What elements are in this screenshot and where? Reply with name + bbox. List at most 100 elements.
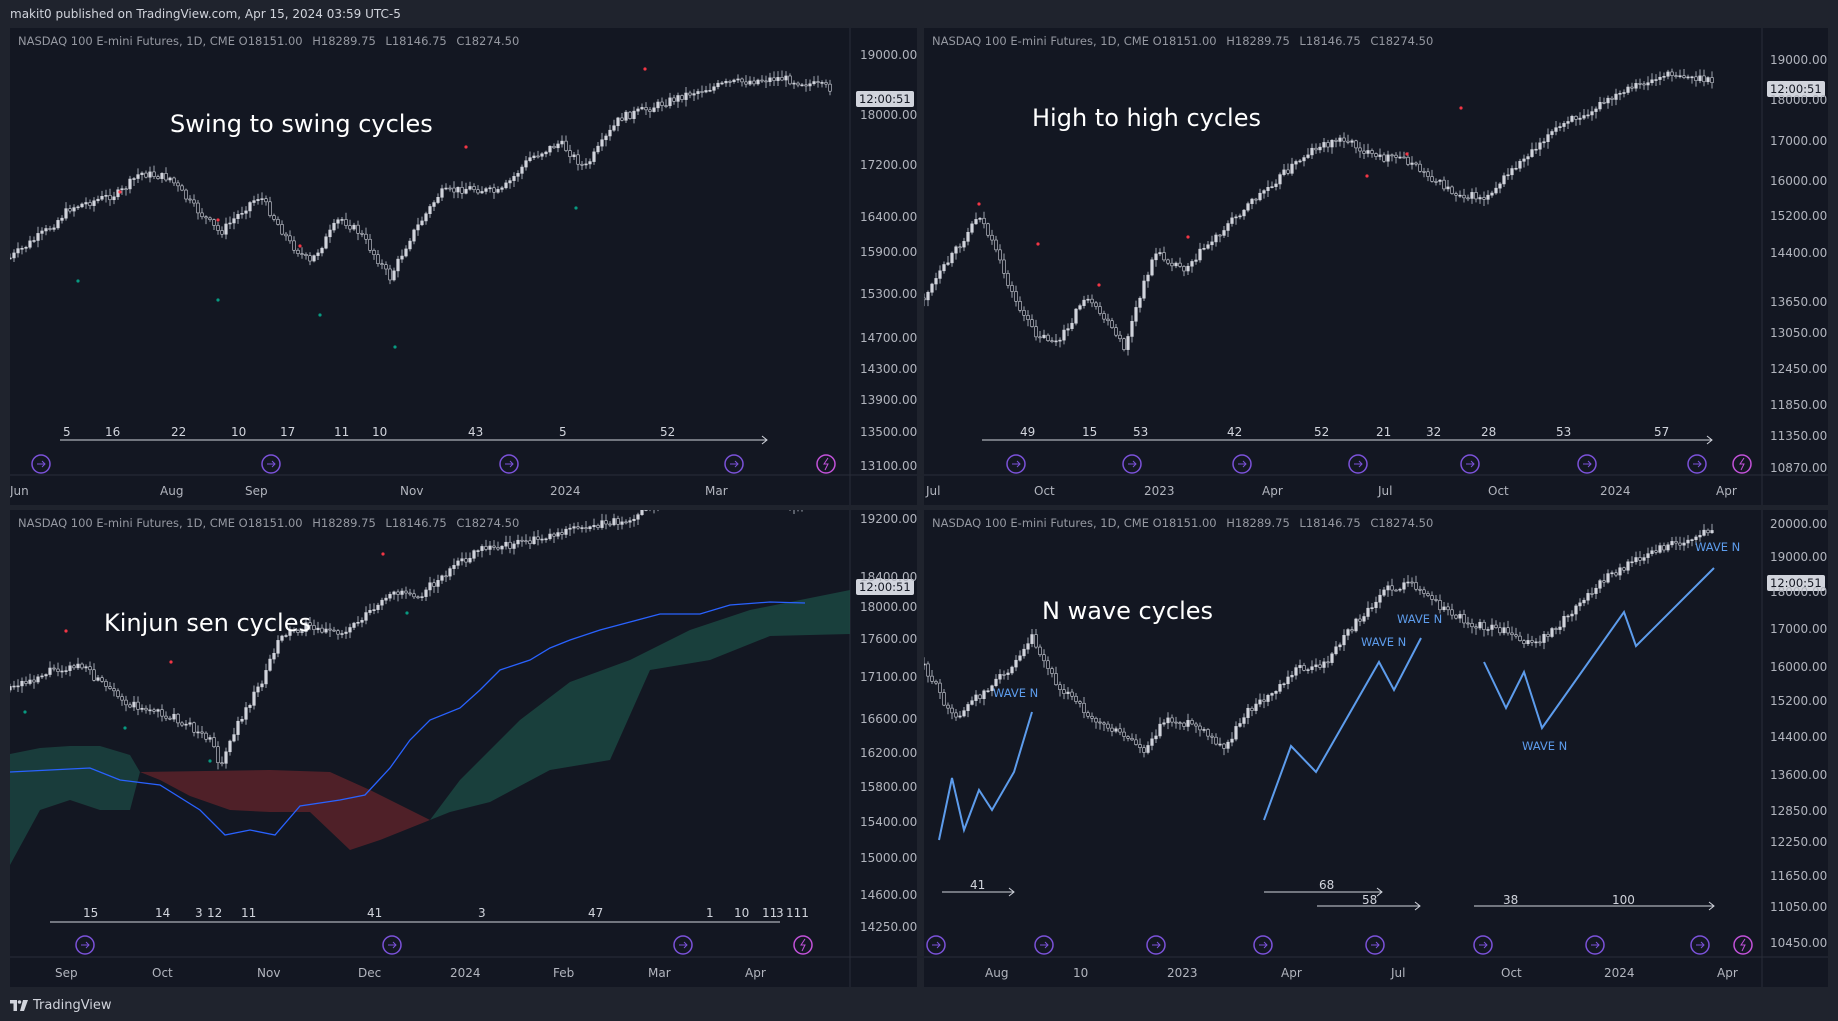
candle-body [308, 622, 312, 626]
candle-body [232, 218, 236, 224]
candle-body [1706, 529, 1710, 534]
candle-body [572, 154, 576, 158]
candle-body [1378, 154, 1382, 157]
candle-body [380, 263, 384, 265]
candle-body [1338, 644, 1342, 648]
chart-panel-swing[interactable]: NASDAQ 100 E-mini Futures, 1D, CME O1815… [10, 28, 917, 505]
candle-body [1646, 553, 1650, 558]
candle-body [1066, 328, 1070, 331]
candle-body [504, 541, 508, 547]
candle-body [1578, 117, 1582, 120]
cycle-count: 10 [231, 425, 247, 439]
candle-body [1398, 588, 1402, 591]
candle-body [1378, 594, 1382, 603]
candle-body [1482, 621, 1486, 630]
candle-body [1518, 635, 1522, 641]
x-tick-label: Nov [400, 484, 424, 498]
candle-body [596, 145, 600, 153]
candle-body [1466, 197, 1470, 200]
y-tick-label: 13050.00 [1770, 326, 1828, 340]
candle-body [472, 550, 476, 559]
candle-body [1122, 338, 1126, 350]
candle-body [1482, 197, 1486, 200]
candle-body [1262, 190, 1266, 194]
chart-panel-n-wave[interactable]: NASDAQ 100 E-mini Futures, 1D, CME O1815… [924, 510, 1828, 987]
close-label: C [456, 516, 465, 530]
x-tick-label: Aug [160, 484, 184, 498]
n-wave-line [1483, 567, 1715, 731]
candle-body [1530, 149, 1534, 157]
candle-body [1430, 595, 1434, 600]
candle-body [256, 686, 260, 693]
x-tick-label: Dec [358, 966, 382, 980]
candle-body [488, 187, 492, 190]
x-tick-label: 2024 [1600, 484, 1631, 498]
cycle-count: 15 [83, 906, 99, 920]
candle-body [1586, 593, 1590, 601]
candle-body [1622, 92, 1626, 94]
candle-body [88, 666, 92, 671]
candle-body [36, 676, 40, 683]
candle-body [252, 691, 256, 706]
y-tick-label: 17000.00 [1770, 134, 1828, 148]
candle-body [1666, 71, 1670, 77]
candle-body [1490, 624, 1494, 630]
candle-body [1654, 550, 1658, 553]
high-high-chart-canvas [924, 28, 1828, 505]
y-tick-label: 15000.00 [860, 851, 917, 865]
candle-body [1246, 707, 1250, 718]
candle-body [512, 176, 516, 181]
candle-body [1382, 154, 1386, 162]
candle-body [704, 90, 708, 93]
cycle-count: 3 [195, 906, 203, 920]
chart-panel-kijun[interactable]: NASDAQ 100 E-mini Futures, 1D, CME O1815… [10, 510, 917, 987]
candle-body [1138, 297, 1142, 308]
candle-body [456, 560, 460, 566]
candle-body [1154, 253, 1158, 261]
n-wave-chart-canvas [924, 510, 1828, 987]
cycle-count: 14 [155, 906, 171, 920]
swing-marker [1036, 242, 1040, 246]
candle-body [364, 612, 368, 621]
candle-body [1570, 613, 1574, 617]
candle-body [1542, 141, 1546, 144]
y-tick-label: 11650.00 [1770, 869, 1828, 883]
candle-body [1082, 702, 1086, 714]
candle-body [532, 155, 536, 158]
candle-body [1462, 614, 1466, 624]
candle-body [584, 527, 588, 530]
cycle-count: 11 [241, 906, 257, 920]
brand-name: TradingView [33, 998, 112, 1013]
candle-body [164, 715, 168, 719]
candle-body [1506, 627, 1510, 634]
candle-body [1030, 319, 1034, 327]
candle-body [592, 151, 596, 162]
y-tick-label: 17100.00 [860, 670, 917, 684]
candle-body [496, 189, 500, 193]
candle-body [600, 139, 604, 147]
candle-body [36, 233, 40, 241]
candle-body [1094, 717, 1098, 723]
candle-body [1410, 162, 1414, 165]
swing-marker [76, 279, 80, 283]
candle-body [288, 235, 292, 242]
candle-body [328, 628, 332, 631]
candle-body [44, 228, 48, 232]
candle-body [288, 629, 292, 636]
candle-body [1050, 668, 1054, 674]
candle-body [1602, 580, 1606, 583]
chart-panel-high-to-high[interactable]: NASDAQ 100 E-mini Futures, 1D, CME O1815… [924, 28, 1828, 505]
candle-body [1142, 747, 1146, 753]
candle-body [1150, 259, 1154, 276]
candle-body [1266, 187, 1270, 191]
candle-body [1190, 261, 1194, 267]
candle-body [1494, 624, 1498, 629]
candle-body [40, 675, 44, 678]
candle-body [792, 82, 796, 85]
candle-body [416, 224, 420, 231]
candle-body [1086, 712, 1090, 717]
candle-body [172, 713, 176, 720]
candle-body [1022, 310, 1026, 316]
candle-body [748, 80, 752, 85]
y-tick-label: 14400.00 [1770, 246, 1828, 260]
